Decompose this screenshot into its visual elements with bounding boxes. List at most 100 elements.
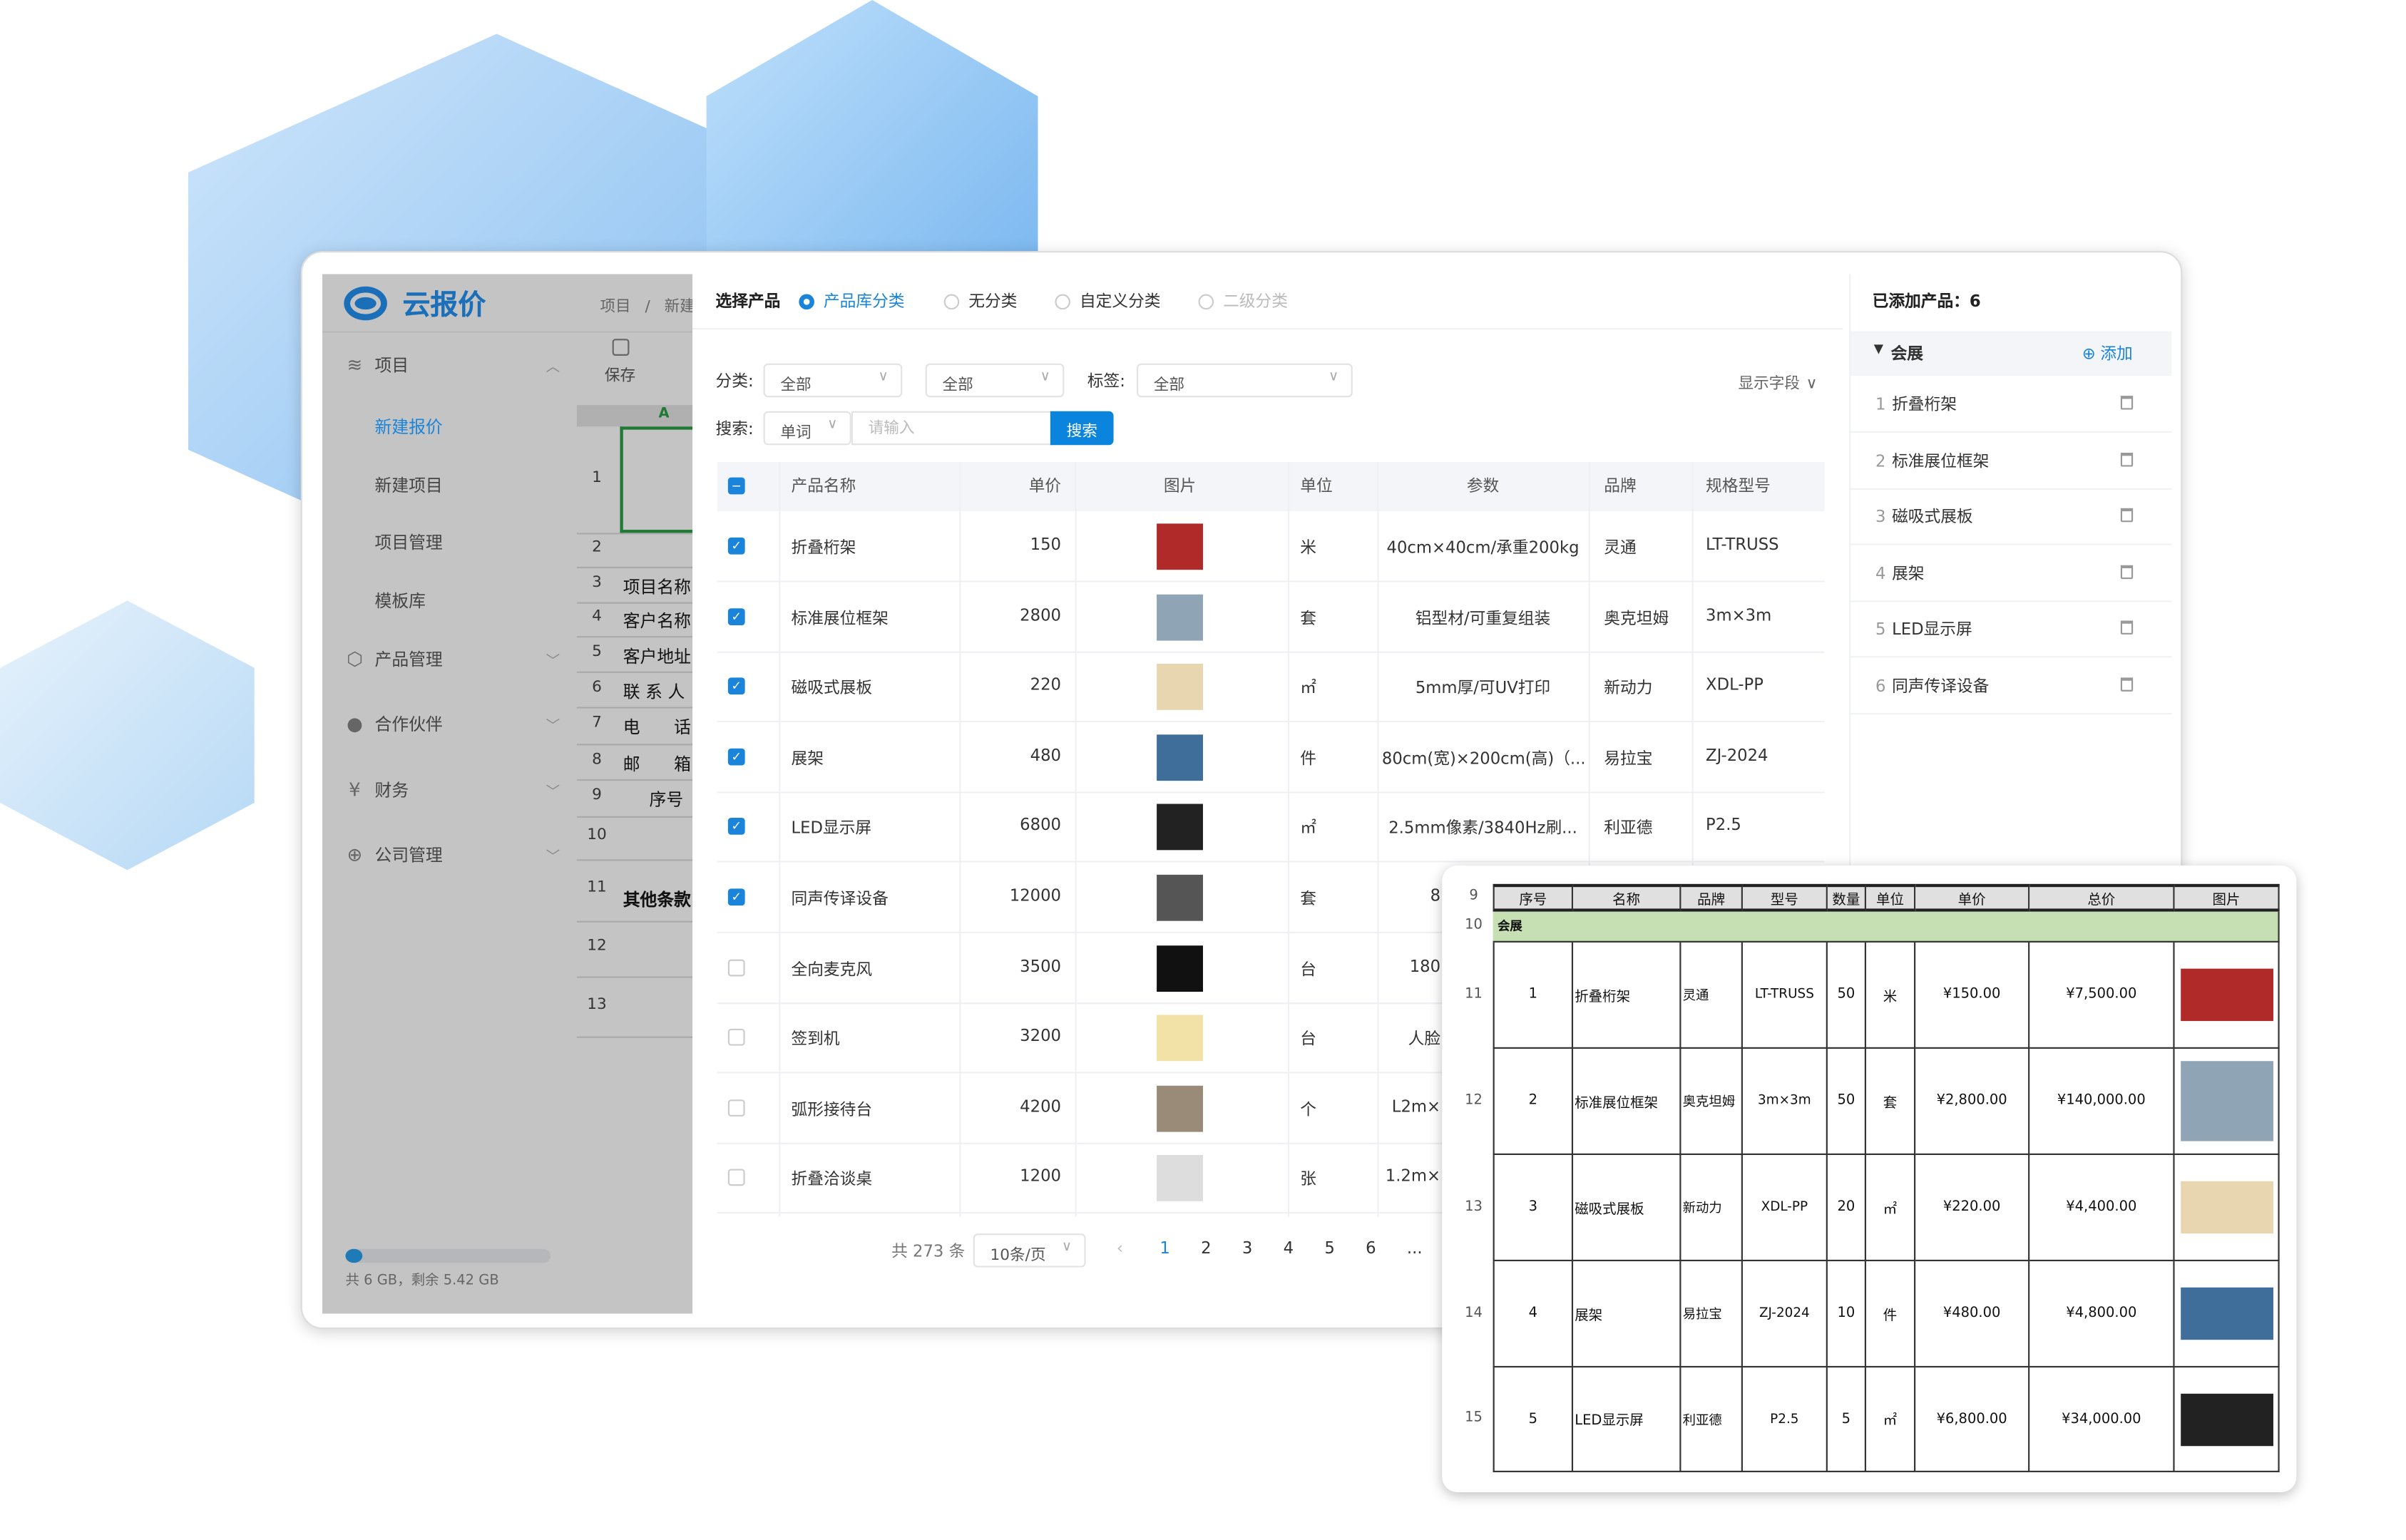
trash-icon[interactable] — [2120, 565, 2134, 579]
chevron-down-icon: ∨ — [1061, 1239, 1073, 1256]
row-divider — [1850, 657, 2172, 659]
added-item[interactable]: 2 标准展位框架 — [1875, 449, 1989, 472]
radio-mode-1[interactable]: 产品库分类 — [799, 289, 904, 312]
sidebar-group-4[interactable]: ¥ 财务 ﹀ — [344, 778, 575, 803]
breadcrumb-item[interactable]: 新建 — [664, 299, 693, 316]
product-name: 标准展位框架 — [791, 609, 889, 628]
row-checkbox[interactable]: ✓ — [727, 677, 745, 695]
row-checkbox[interactable] — [727, 1029, 745, 1047]
added-item[interactable]: 3 磁吸式展板 — [1875, 505, 1973, 528]
sheet-gridline — [576, 1036, 693, 1038]
quote-cell: ¥140,000.00 — [2029, 1048, 2175, 1156]
search-mode-select[interactable]: 单词 ∨ — [763, 411, 851, 446]
trash-icon[interactable] — [2120, 677, 2134, 692]
radio-mode-3[interactable]: 自定义分类 — [1055, 289, 1161, 312]
select-all-checkbox[interactable]: − — [727, 477, 745, 495]
sidebar-item[interactable]: 模板库 — [374, 591, 426, 612]
chevron-down-icon: ﹀ — [546, 653, 560, 669]
column-divider — [959, 462, 961, 1217]
sidebar-item[interactable]: 新建项目 — [374, 476, 443, 496]
quote-cell: 10 — [1827, 1261, 1866, 1368]
page-4[interactable]: 4 — [1283, 1239, 1294, 1258]
model: P2.5 — [1706, 816, 1741, 836]
added-item[interactable]: 6 同声传译设备 — [1875, 674, 1989, 697]
unit-price: 3500 — [1020, 957, 1062, 976]
display-fields-dropdown[interactable]: 显示字段 ∨ — [1738, 369, 1817, 393]
page-size-select[interactable]: 10条/页 ∨ — [973, 1233, 1086, 1268]
page-6[interactable]: 6 — [1366, 1239, 1376, 1258]
sheet-column-header: A — [658, 406, 670, 422]
save-button[interactable]: 保存 — [605, 339, 635, 385]
trash-icon[interactable] — [2120, 621, 2134, 635]
prev-page-button[interactable]: ‹ — [1116, 1239, 1123, 1258]
product-image — [2180, 1181, 2273, 1234]
quote-cell: 5 — [1493, 1367, 1574, 1472]
parameters: 1.2m× — [1385, 1168, 1441, 1187]
sheet-row-number: 9 — [592, 786, 602, 804]
caret-down-icon[interactable]: ▼ — [1873, 342, 1884, 356]
added-item[interactable]: 4 展架 — [1875, 562, 1925, 585]
added-item[interactable]: 5 LED显示屏 — [1875, 618, 1972, 641]
row-checkbox[interactable] — [727, 1169, 745, 1187]
brand: 新动力 — [1604, 679, 1653, 698]
trash-icon[interactable] — [2120, 452, 2134, 466]
quote-cell: 20 — [1827, 1155, 1866, 1262]
sheet-row-number: 10 — [1465, 918, 1483, 933]
total-count: 共 273 条 — [891, 1243, 966, 1262]
group-name: 会展 — [1890, 344, 1924, 364]
sheet-gridline — [576, 744, 693, 746]
product-name: 展架 — [791, 749, 824, 769]
sidebar-item[interactable]: 新建报价 — [374, 417, 443, 438]
row-checkbox[interactable]: ✓ — [727, 818, 745, 836]
table-header — [717, 462, 1825, 512]
tag-select[interactable]: 全部 ∨ — [1136, 363, 1353, 398]
quote-cell: P2.5 — [1742, 1367, 1828, 1472]
cloud-icon — [344, 286, 387, 321]
row-checkbox[interactable] — [727, 958, 745, 976]
sheet-row-number: 7 — [592, 714, 602, 732]
row-divider — [1850, 713, 2172, 715]
sidebar-group-2[interactable]: ⬡ 产品管理 ﹀ — [344, 647, 575, 672]
row-checkbox[interactable]: ✓ — [727, 888, 745, 906]
page-3[interactable]: 3 — [1242, 1239, 1253, 1258]
quote-image-cell — [2174, 1367, 2280, 1472]
sheet-gridline — [576, 816, 693, 818]
row-checkbox[interactable]: ✓ — [727, 748, 745, 766]
radio-icon — [1198, 294, 1214, 310]
radio-label: 无分类 — [968, 292, 1018, 312]
quote-header-cell: 型号 — [1742, 883, 1828, 912]
column-divider — [1075, 462, 1077, 1217]
add-button[interactable]: ⊕ 添加 — [2082, 342, 2133, 365]
row-checkbox[interactable]: ✓ — [727, 607, 745, 625]
row-divider — [717, 580, 1825, 582]
breadcrumb-item[interactable]: 项目 — [600, 299, 631, 316]
selected-cell[interactable] — [620, 426, 693, 533]
row-checkbox[interactable] — [727, 1099, 745, 1116]
row-checkbox[interactable]: ✓ — [727, 537, 745, 555]
product-name: 签到机 — [791, 1030, 840, 1049]
page-5[interactable]: 5 — [1324, 1239, 1335, 1258]
page-1[interactable]: 1 — [1160, 1239, 1170, 1258]
sheet-row-number: 12 — [1465, 1092, 1483, 1109]
trash-icon[interactable] — [2120, 508, 2134, 523]
sidebar-group-1[interactable]: ≋ 项目 ︿ — [344, 353, 575, 378]
quote-cell: 件 — [1865, 1261, 1916, 1368]
model: LT-TRUSS — [1706, 535, 1779, 555]
sidebar-group-5[interactable]: ⊕ 公司管理 ﹀ — [344, 843, 575, 868]
sidebar-group-3[interactable]: ● 合作伙伴 ﹀ — [344, 712, 575, 736]
item-index: 3 — [1875, 508, 1886, 528]
category-select-1[interactable]: 全部 ∨ — [763, 363, 903, 398]
sheet-cell: 联 系 人 — [623, 681, 685, 702]
page-2[interactable]: 2 — [1201, 1239, 1212, 1258]
search-input[interactable] — [851, 411, 1053, 446]
quote-cell: 易拉宝 — [1681, 1261, 1743, 1368]
added-item[interactable]: 1 折叠桁架 — [1875, 393, 1957, 416]
sidebar-item[interactable]: 项目管理 — [374, 533, 443, 553]
decor-hexagon — [0, 600, 255, 871]
radio-mode-2[interactable]: 无分类 — [943, 289, 1018, 312]
category-select-2[interactable]: 全部 ∨ — [925, 363, 1065, 398]
search-button[interactable]: 搜索 — [1050, 411, 1114, 446]
page-7[interactable]: ... — [1406, 1239, 1423, 1258]
trash-icon[interactable] — [2120, 396, 2134, 410]
sheet-cell: 其他条款 — [623, 890, 691, 910]
